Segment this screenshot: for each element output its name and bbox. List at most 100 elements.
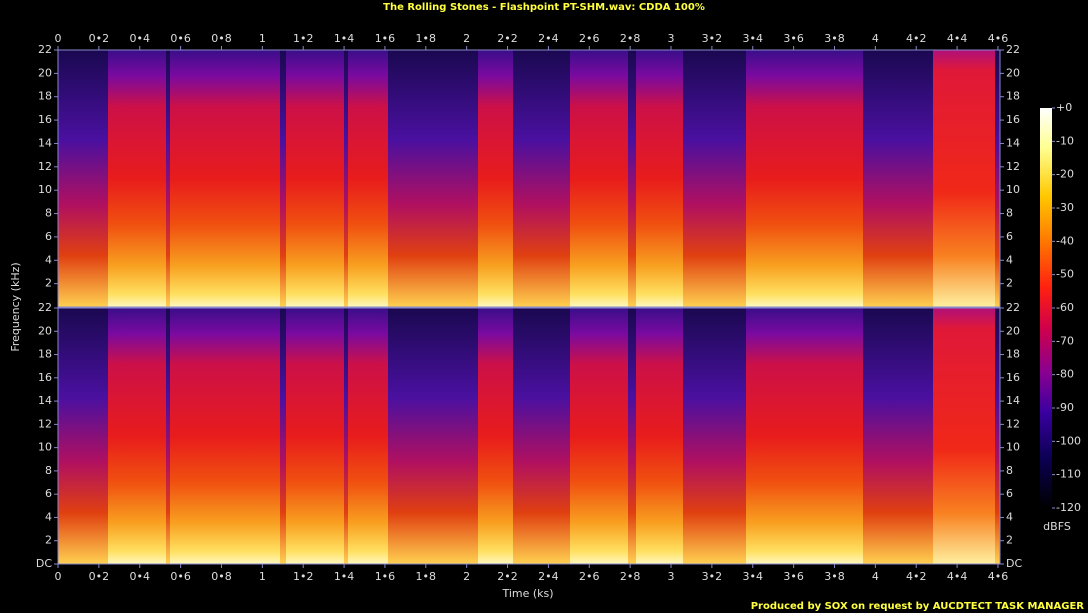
x-tick-label: 0•8: [211, 570, 232, 583]
x-tick-label: 4: [872, 32, 879, 45]
y-tick-label: 18: [1006, 348, 1020, 361]
spectrum-band: [863, 50, 933, 307]
spectrum-band: [286, 50, 344, 307]
spectrum-band: [636, 308, 683, 564]
x-tick-label: 3: [668, 32, 675, 45]
x-tick-label: 4•6: [988, 570, 1009, 583]
spectrum-band: [344, 50, 348, 307]
y-tick-label: 12: [1006, 417, 1020, 430]
x-axis-label: Time (ks): [501, 587, 553, 600]
x-tick-label: 2•4: [538, 570, 559, 583]
y-tick-label: 2: [45, 277, 52, 290]
spectrum-band: [995, 50, 1000, 307]
colorbar-tick-label: -120: [1056, 501, 1081, 514]
x-tick-label: 4•2: [906, 570, 927, 583]
spectrum-band: [348, 50, 388, 307]
y-tick-label: 16: [38, 371, 52, 384]
x-tick-label: 2•4: [538, 32, 559, 45]
spectrum-band: [570, 308, 628, 564]
x-tick-label: 2•6: [579, 570, 600, 583]
colorbar-tick-label: -110: [1056, 468, 1081, 481]
x-tick-label: 3•8: [824, 32, 845, 45]
spectrum-band: [170, 50, 280, 307]
spectrum-band: [58, 50, 108, 307]
x-tick-label: 4•6: [988, 32, 1009, 45]
spectrum-band: [348, 308, 388, 564]
spectrum-band: [108, 50, 166, 307]
plot-frame: [57, 307, 1001, 565]
y-tick-label: 20: [38, 66, 52, 79]
x-tick-label: 1•6: [375, 32, 396, 45]
colorbar-tick-label: -50: [1056, 268, 1074, 281]
y-tick-label: 8: [1006, 464, 1013, 477]
y-tick-label: 4: [1006, 253, 1013, 266]
y-tick-label: 2: [45, 534, 52, 547]
y-tick-label: 22: [38, 43, 52, 56]
colorbar-tick-label: -80: [1056, 368, 1074, 381]
x-tick-label: 1•4: [334, 570, 355, 583]
spectrum-band: [170, 308, 280, 564]
y-tick-label: 16: [38, 113, 52, 126]
y-tick-label: 4: [45, 253, 52, 266]
colorbar-unit: dBFS: [1043, 520, 1071, 533]
x-tick-label: 2•8: [620, 32, 641, 45]
y-tick-label: 20: [1006, 66, 1020, 79]
x-tick-label: 3•4: [743, 32, 764, 45]
spectrum-band: [478, 50, 513, 307]
y-tick-label: 18: [1006, 90, 1020, 103]
x-tick-label: 1: [259, 570, 266, 583]
x-tick-label: 4: [872, 570, 879, 583]
spectrum-band: [628, 50, 636, 307]
x-tick-label: 1•4: [334, 32, 355, 45]
y-tick-label: 22: [1006, 301, 1020, 314]
spectrum-band: [58, 308, 108, 564]
x-tick-label: 0•6: [170, 570, 191, 583]
y-tick-label: 4: [1006, 510, 1013, 523]
x-tick-label: 2•2: [497, 32, 518, 45]
y-tick-label: 18: [38, 348, 52, 361]
y-tick-label: 8: [1006, 207, 1013, 220]
y-tick-label: 16: [1006, 371, 1020, 384]
x-tick-label: 2•8: [620, 570, 641, 583]
x-tick-label: 0•8: [211, 32, 232, 45]
y-tick-label: 4: [45, 510, 52, 523]
x-tick-label: 0: [55, 32, 62, 45]
x-tick-label: 2•6: [579, 32, 600, 45]
spectrum-band: [570, 50, 628, 307]
spectrum-band: [166, 308, 170, 564]
x-tick-label: 2: [463, 32, 470, 45]
x-tick-label: 3•2: [702, 570, 723, 583]
x-tick-label: 0•2: [89, 570, 110, 583]
spectrum-band: [628, 308, 636, 564]
x-tick-label: 4•2: [906, 32, 927, 45]
y-tick-label: 8: [45, 207, 52, 220]
spectrum-band: [286, 308, 344, 564]
y-tick-label: 12: [1006, 160, 1020, 173]
x-tick-label: 1•6: [375, 570, 396, 583]
y-tick-label: 6: [1006, 487, 1013, 500]
spectrum-band: [683, 50, 746, 307]
spectrum-band: [513, 50, 570, 307]
x-tick-label: 0•6: [170, 32, 191, 45]
spectrum-band: [108, 308, 166, 564]
y-tick-label: 14: [1006, 136, 1020, 149]
x-tick-label: 3•2: [702, 32, 723, 45]
y-tick-label: 10: [38, 441, 52, 454]
x-tick-label: 2: [463, 570, 470, 583]
spectrum-band: [995, 308, 1000, 564]
colorbar-tick-label: -70: [1056, 334, 1074, 347]
y-tick-label: 6: [45, 487, 52, 500]
y-tick-label: 22: [38, 301, 52, 314]
y-tick-label: 10: [38, 183, 52, 196]
y-tick-label: 12: [38, 160, 52, 173]
x-tick-label: 1•8: [416, 32, 437, 45]
colorbar-tick-label: -90: [1056, 401, 1074, 414]
y-tick-label: 22: [1006, 43, 1020, 56]
spectrum-band: [746, 50, 863, 307]
spectrum-band: [344, 308, 348, 564]
chart-title: The Rolling Stones - Flashpoint PT-SHM.w…: [383, 2, 705, 13]
colorbar-tick-label: +0: [1056, 101, 1072, 114]
y-tick-label: 2: [1006, 534, 1013, 547]
x-tick-label: 4•4: [947, 32, 968, 45]
